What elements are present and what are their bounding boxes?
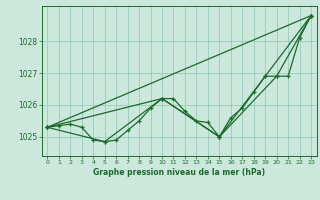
- X-axis label: Graphe pression niveau de la mer (hPa): Graphe pression niveau de la mer (hPa): [93, 168, 265, 177]
